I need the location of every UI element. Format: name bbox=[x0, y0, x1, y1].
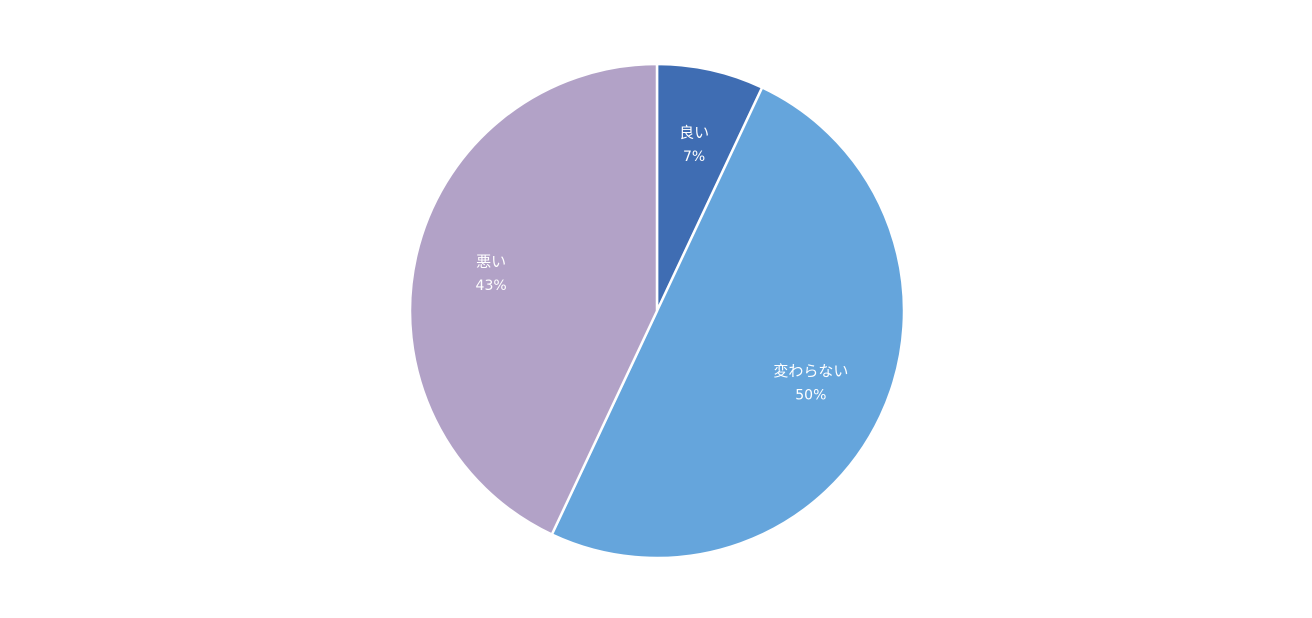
slice-label: 変わらない bbox=[773, 362, 848, 380]
pie-slice bbox=[550, 85, 905, 560]
slice-value-label: 7% bbox=[683, 149, 705, 165]
slice-label: 悪い bbox=[476, 252, 506, 270]
slice-label: 良い bbox=[679, 124, 709, 142]
slice-value-label: 43% bbox=[476, 278, 507, 294]
slice-value-label: 50% bbox=[795, 387, 826, 403]
pie-slice bbox=[408, 62, 659, 537]
pie-slice bbox=[655, 62, 764, 312]
